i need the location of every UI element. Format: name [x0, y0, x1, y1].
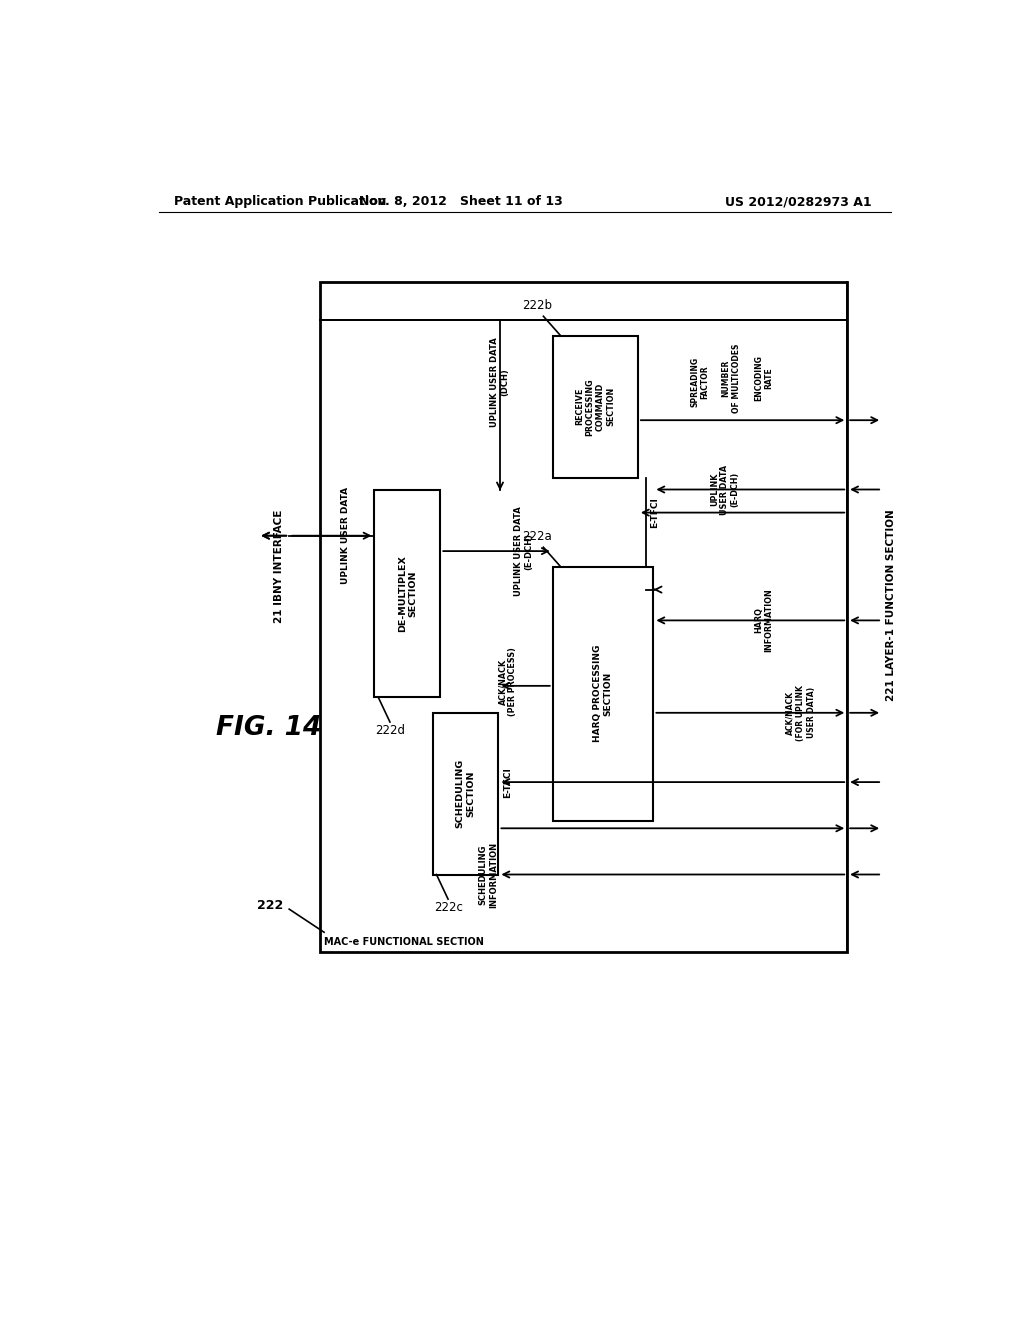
- Bar: [553, 335, 638, 478]
- Text: 222d: 222d: [375, 725, 404, 738]
- Text: DE-MULTIPLEX
SECTION: DE-MULTIPLEX SECTION: [397, 554, 417, 632]
- Text: NUMBER
OF MULTICODES: NUMBER OF MULTICODES: [721, 343, 740, 413]
- Bar: [553, 566, 653, 821]
- Text: UPLINK USER DATA
(DCH): UPLINK USER DATA (DCH): [490, 337, 510, 426]
- Text: SCHEDULING
INFORMATION: SCHEDULING INFORMATION: [478, 841, 498, 908]
- Text: 221 LAYER-1 FUNCTION SECTION: 221 LAYER-1 FUNCTION SECTION: [887, 510, 896, 701]
- Text: 222: 222: [257, 899, 283, 912]
- Text: UPLINK USER DATA: UPLINK USER DATA: [341, 487, 349, 585]
- Text: HARQ PROCESSING
SECTION: HARQ PROCESSING SECTION: [593, 645, 612, 742]
- Text: E-TFCI: E-TFCI: [650, 498, 659, 528]
- Bar: [432, 713, 499, 875]
- Bar: [375, 490, 440, 697]
- Text: FIG. 14: FIG. 14: [216, 715, 321, 742]
- Text: SCHEDULING
SECTION: SCHEDULING SECTION: [456, 759, 475, 828]
- Text: HARQ
INFORMATION: HARQ INFORMATION: [754, 589, 773, 652]
- Text: E-TFCI: E-TFCI: [503, 767, 512, 797]
- Text: UPLINK
USER DATA
(E-DCH): UPLINK USER DATA (E-DCH): [710, 465, 739, 515]
- Text: MAC-e FUNCTIONAL SECTION: MAC-e FUNCTIONAL SECTION: [324, 937, 484, 946]
- Text: 222c: 222c: [433, 902, 463, 915]
- Text: 222a: 222a: [522, 531, 552, 544]
- Text: Nov. 8, 2012   Sheet 11 of 13: Nov. 8, 2012 Sheet 11 of 13: [359, 195, 563, 209]
- Text: ENCODING
RATE: ENCODING RATE: [754, 355, 773, 401]
- Text: ACK/NACK
(FOR UPLINK
USER DATA): ACK/NACK (FOR UPLINK USER DATA): [785, 685, 815, 741]
- Text: RECEIVE
PROCESSING
COMMAND
SECTION: RECEIVE PROCESSING COMMAND SECTION: [575, 378, 615, 436]
- Text: ACK/NACK
(PER PROCESS): ACK/NACK (PER PROCESS): [498, 648, 517, 717]
- Text: 21 IBNY INTERFACE: 21 IBNY INTERFACE: [274, 510, 284, 623]
- Text: 222b: 222b: [522, 300, 552, 313]
- Bar: [321, 281, 847, 952]
- Text: Patent Application Publication: Patent Application Publication: [174, 195, 387, 209]
- Text: UPLINK USER DATA
(E-DCH): UPLINK USER DATA (E-DCH): [514, 507, 532, 595]
- Text: US 2012/0282973 A1: US 2012/0282973 A1: [725, 195, 872, 209]
- Text: SPREADING
FACTOR: SPREADING FACTOR: [690, 356, 710, 407]
